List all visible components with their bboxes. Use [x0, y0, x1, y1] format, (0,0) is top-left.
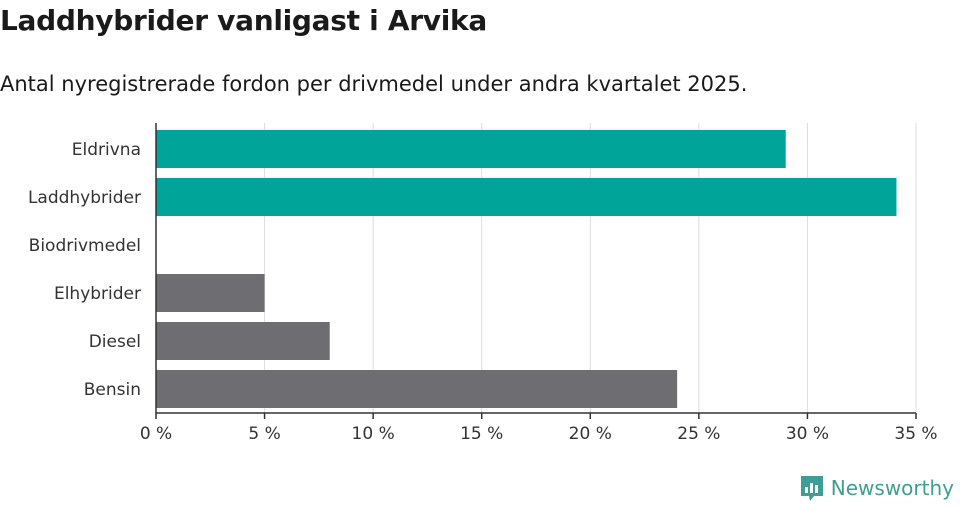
- chart-subtitle: Antal nyregistrerade fordon per drivmede…: [0, 72, 748, 96]
- brand-name: Newsworthy: [830, 476, 954, 500]
- category-label: Biodrivmedel: [29, 236, 141, 256]
- x-tick-label: 25 %: [677, 424, 720, 444]
- bar-elhybrider: [156, 274, 265, 312]
- category-label: Laddhybrider: [28, 188, 141, 208]
- x-tick-label: 15 %: [460, 424, 503, 444]
- brand-logo: Newsworthy: [799, 474, 954, 502]
- x-tick-label: 5 %: [248, 424, 280, 444]
- category-label: Bensin: [84, 380, 141, 400]
- bar-chart: Eldrivna Laddhybrider Biodrivmedel Elhybrid…: [28, 123, 938, 444]
- newsworthy-logo-icon: [800, 476, 823, 501]
- bar-laddhybrider: [156, 178, 897, 216]
- bar-diesel: [156, 322, 330, 360]
- category-label: Diesel: [89, 332, 141, 352]
- bar-eldrivna: [156, 130, 786, 168]
- chart-title: Laddhybrider vanligast i Arvika: [0, 4, 487, 37]
- category-label: Elhybrider: [54, 284, 141, 304]
- category-label: Eldrivna: [72, 140, 141, 160]
- x-tick-label: 0 %: [140, 424, 172, 444]
- x-tick-label: 20 %: [569, 424, 612, 444]
- x-tick-label: 35 %: [894, 424, 937, 444]
- bar-bensin: [156, 370, 678, 408]
- x-tick-label: 30 %: [786, 424, 829, 444]
- x-tick-label: 10 %: [352, 424, 395, 444]
